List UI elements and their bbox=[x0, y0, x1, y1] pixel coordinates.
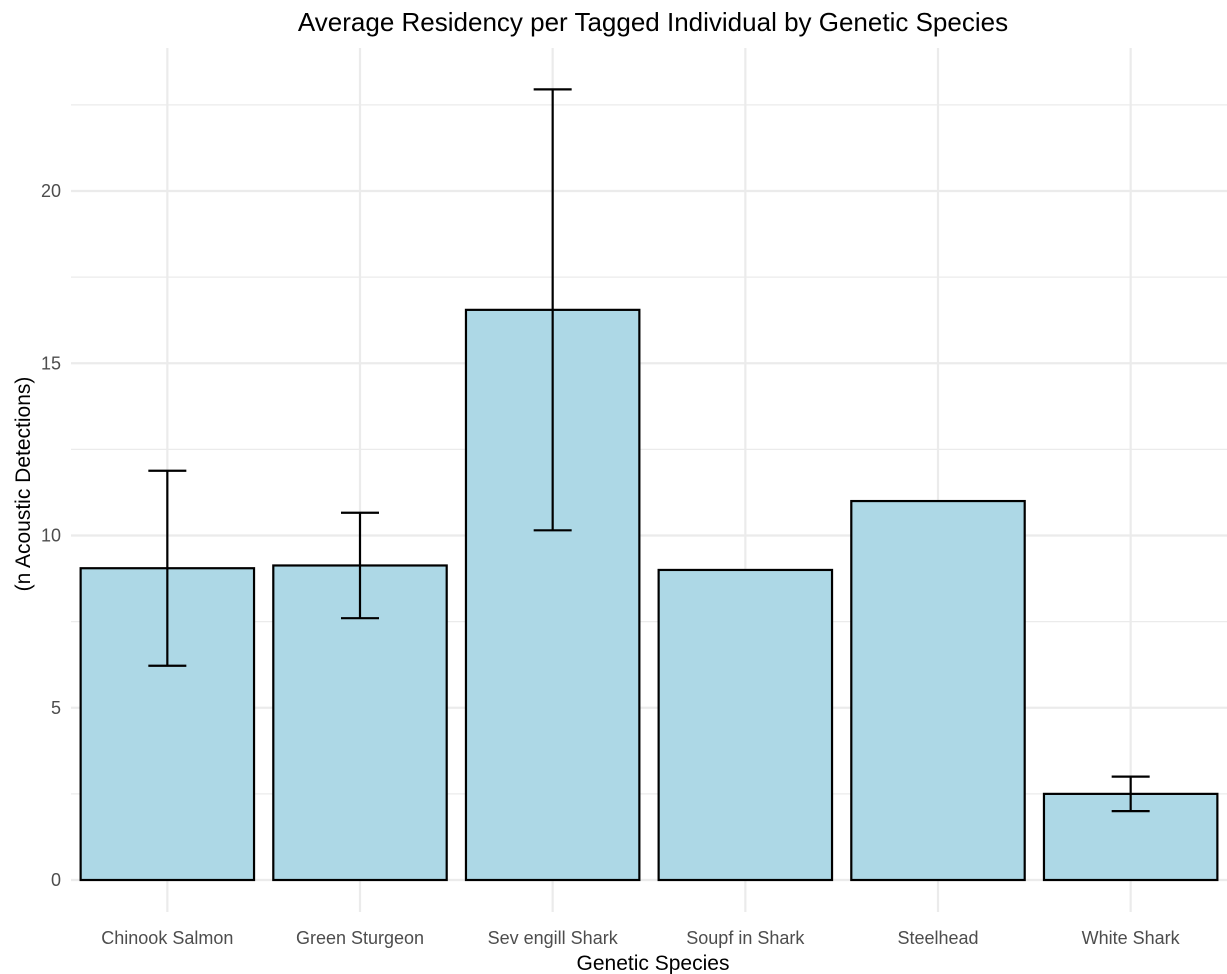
y-tick-labels: 0 5 10 15 20 bbox=[41, 181, 61, 890]
grid-minor bbox=[71, 104, 1227, 795]
x-tick-label: Steelhead bbox=[897, 928, 978, 948]
bars bbox=[79, 308, 1219, 882]
y-tick-label: 10 bbox=[41, 526, 61, 546]
x-tick-label: Green Sturgeon bbox=[296, 928, 424, 948]
x-axis-label: Genetic Species bbox=[577, 952, 730, 974]
x-tick-label: Sev engill Shark bbox=[488, 928, 619, 948]
bar bbox=[657, 568, 834, 882]
x-tick-label: Soupf in Shark bbox=[686, 928, 805, 948]
y-tick-label: 5 bbox=[51, 698, 61, 718]
y-tick-label: 20 bbox=[41, 181, 61, 201]
y-tick-label: 15 bbox=[41, 353, 61, 373]
x-tick-label: White Shark bbox=[1082, 928, 1181, 948]
bar bbox=[464, 308, 641, 882]
bar bbox=[850, 499, 1026, 882]
x-tick-labels: Chinook Salmon Green Sturgeon Sev engill S… bbox=[101, 928, 1180, 948]
y-axis-label: (n Acoustic Detections) bbox=[12, 377, 35, 592]
x-tick-label: Chinook Salmon bbox=[101, 928, 233, 948]
error-bars bbox=[148, 88, 1150, 813]
y-tick-label: 0 bbox=[51, 870, 61, 890]
chart-title: Average Residency per Tagged Individual … bbox=[298, 7, 1008, 37]
